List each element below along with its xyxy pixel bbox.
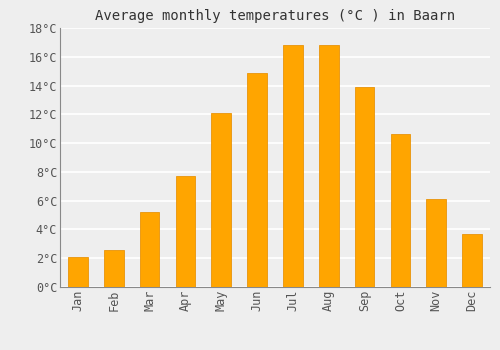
Bar	[426, 199, 446, 287]
Bar	[283, 45, 303, 287]
Bar	[354, 87, 374, 287]
Bar	[390, 134, 410, 287]
Title: Average monthly temperatures (°C ) in Baarn: Average monthly temperatures (°C ) in Ba…	[95, 9, 455, 23]
Bar	[68, 257, 88, 287]
Bar	[462, 234, 482, 287]
Bar	[319, 45, 338, 287]
Bar	[176, 176, 196, 287]
Bar	[247, 72, 267, 287]
Bar	[212, 113, 231, 287]
Bar	[104, 250, 124, 287]
Bar	[140, 212, 160, 287]
